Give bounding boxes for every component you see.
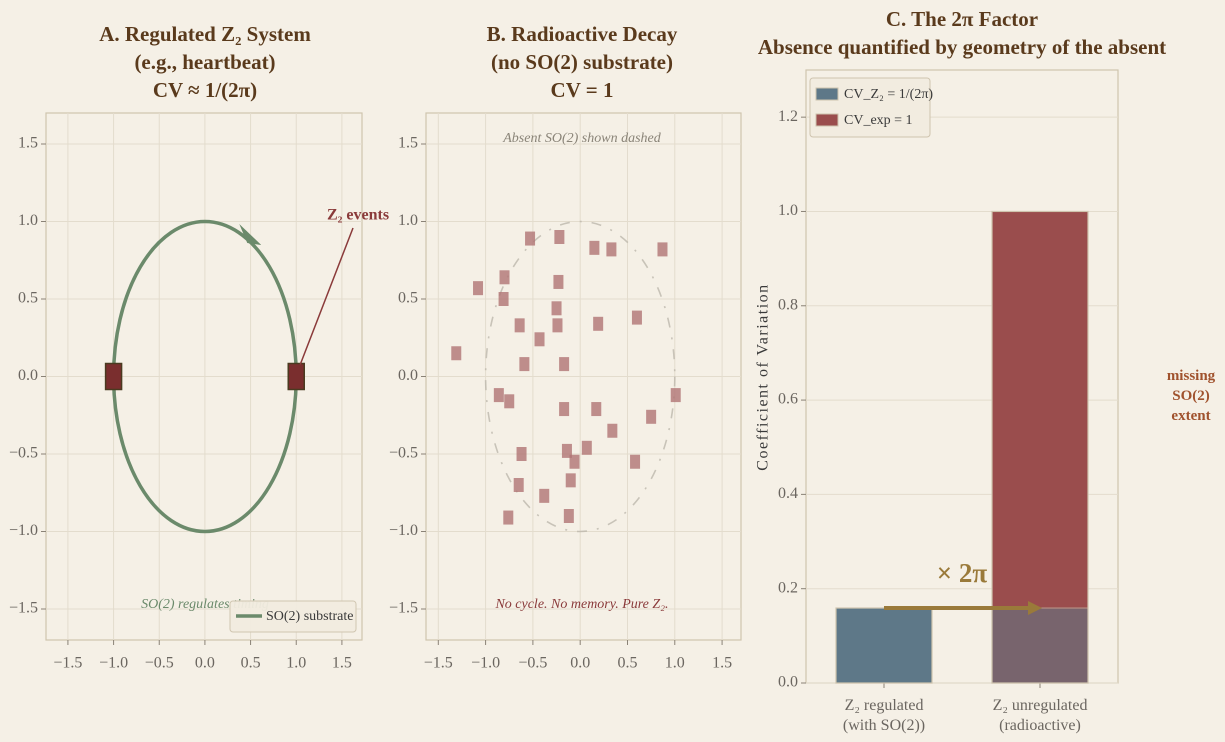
x-tick-label: 1.0 [665,655,685,672]
x-tick-label: −1.5 [424,655,453,672]
event-marker [551,301,562,316]
event-marker [539,488,550,503]
y-tick-label: 0.2 [778,579,798,596]
y-tick-label: 1.0 [398,212,418,229]
bar [991,210,1089,684]
direction-arrow [239,224,262,245]
legend-label: CV_exp = 1 [844,113,913,128]
y-tick-label: 0.8 [778,296,798,313]
event-marker [499,270,510,285]
event-marker [473,281,484,296]
event-marker [606,242,617,257]
event-marker [646,409,657,424]
event-marker [559,402,570,417]
event-marker [104,362,123,391]
event-marker [563,509,574,523]
event-marker [591,402,602,417]
y-tick-label: 0.0 [778,674,798,691]
y-tick-label: −1.0 [9,522,38,539]
event-marker [553,274,564,289]
y-tick-label: 0.4 [778,485,798,502]
annotation: Absent SO(2) shown dashed [502,131,661,146]
x-tick-label: 0.0 [570,655,590,672]
event-marker [581,440,592,455]
legend-swatch [815,113,839,127]
event-marker [631,310,642,325]
x-tick-label: −1.0 [99,655,128,672]
x-tick-label: 0.0 [195,655,215,672]
x-tick-label: −1.5 [53,655,82,672]
y-tick-label: −0.5 [9,445,38,462]
annotation-arrow [299,227,354,365]
y-tick-label: 0.0 [398,367,418,384]
event-marker [593,316,604,331]
y-tick-label: −1.0 [389,522,418,539]
event-marker [503,510,514,525]
event-marker [657,242,668,257]
event-marker [504,394,515,409]
chart-title: A. Regulated Z₂ System (e.g., heartbeat) C… [99,22,311,102]
x-tick-label: 1.0 [286,655,306,672]
x-tick-label: −0.5 [145,655,174,672]
event-marker [513,478,524,492]
legend-label: SO(2) substrate [266,609,354,624]
event-marker [525,231,536,246]
annotation: missing SO(2) extent [1167,368,1216,424]
chart-title: B. Radioactive Decay (no SO(2) substrate)… [487,22,678,102]
y-tick-label: −1.5 [389,600,418,617]
event-marker [493,388,504,403]
event-marker [561,443,572,458]
x-tick-label: 1.5 [712,655,732,672]
event-marker [670,388,681,403]
y-tick-label: 1.0 [18,212,38,229]
event-marker [589,240,600,255]
event-marker [451,346,462,361]
event-marker [630,454,641,469]
y-tick-label: 1.2 [778,108,798,125]
y-tick-label: 0.5 [18,290,38,307]
x-tick-label: Z₂ unregulated (radioactive) [993,697,1088,734]
y-tick-label: −1.5 [9,600,38,617]
event-marker [607,423,618,438]
event-marker [565,473,576,488]
circle-substrate [484,220,676,533]
x-tick-label: Z₂ regulated (with SO(2)) [843,697,925,734]
y-tick-label: 1.5 [18,135,38,152]
annotation: No cycle. No memory. Pure Z₂. [494,597,668,612]
annotation: Z₂ events [327,207,389,224]
y-tick-label: 1.0 [778,202,798,219]
event-marker [559,357,570,372]
event-marker [554,230,565,244]
legend-box [809,77,931,138]
legend-swatch [815,87,839,101]
event-marker [498,292,509,306]
bar [835,607,933,684]
event-marker [514,318,525,333]
x-tick-label: 0.5 [241,655,261,672]
annotation: × 2π [937,558,988,588]
x-tick-label: 0.5 [617,655,637,672]
y-axis-label: Coefficient of Variation [755,283,772,470]
ratio-arrow-head [1028,601,1042,616]
event-marker [516,447,527,461]
event-marker [552,318,563,333]
event-marker [519,357,530,372]
y-tick-label: 0.0 [18,367,38,384]
event-marker [569,454,580,469]
bar [991,607,1089,684]
x-tick-label: 1.5 [332,655,352,672]
y-tick-label: 1.5 [398,135,418,152]
legend-label: CV_Z₂ = 1/(2π) [844,87,933,102]
event-marker [534,332,545,347]
y-tick-label: 0.5 [398,290,418,307]
event-marker [287,362,305,391]
x-tick-label: −0.5 [518,655,547,672]
y-tick-label: −0.5 [389,445,418,462]
chart-title: C. The 2π Factor Absence quantified by ge… [758,7,1166,59]
legend-box [229,600,357,633]
x-tick-label: −1.0 [471,655,500,672]
y-tick-label: 0.6 [778,391,798,408]
